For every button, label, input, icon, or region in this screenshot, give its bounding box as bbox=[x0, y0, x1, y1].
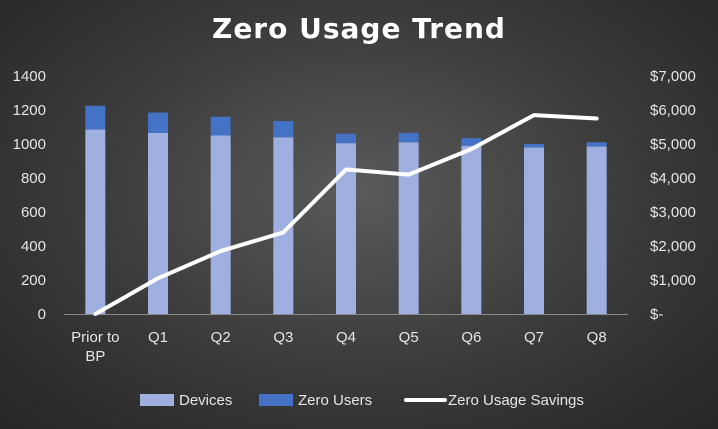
x-tick-label: BP bbox=[85, 348, 105, 365]
y-right-tick-label: $7,000 bbox=[650, 68, 696, 85]
bar-devices bbox=[586, 146, 607, 314]
y-left-tick-label: 0 bbox=[38, 306, 46, 323]
y-right-tick-label: $4,000 bbox=[650, 170, 696, 187]
legend-label-devices: Devices bbox=[179, 392, 232, 409]
y-left-tick-label: 800 bbox=[21, 170, 46, 187]
x-tick-label: Q3 bbox=[273, 329, 293, 346]
bar-zero-users bbox=[210, 116, 231, 136]
y-right-tick-label: $2,000 bbox=[650, 238, 696, 255]
x-tick-label: Q4 bbox=[336, 329, 356, 346]
legend-label-zero-usage-savings: Zero Usage Savings bbox=[448, 392, 584, 409]
y-right-tick-label: $6,000 bbox=[650, 102, 696, 119]
legend-label-zero-users: Zero Users bbox=[298, 392, 372, 409]
line-zero-usage-savings bbox=[93, 113, 599, 316]
x-tick-label: Q2 bbox=[211, 329, 231, 346]
bar-zero-users bbox=[336, 133, 356, 144]
x-tick-label: Q6 bbox=[461, 329, 481, 346]
chart-title: Zero Usage Trend bbox=[212, 12, 506, 45]
y-right-tick-label: $5,000 bbox=[650, 136, 696, 153]
bar-devices bbox=[461, 145, 482, 314]
bar-zero-users bbox=[398, 132, 419, 143]
y-left-tick-label: 600 bbox=[21, 204, 46, 221]
y-left-tick-label: 400 bbox=[21, 238, 46, 255]
bar-zero-users bbox=[524, 144, 544, 148]
y-left-tick-label: 1200 bbox=[13, 102, 46, 119]
x-tick-label: Q1 bbox=[148, 329, 168, 346]
bar-zero-users bbox=[586, 142, 607, 147]
bar-zero-users bbox=[148, 112, 168, 133]
y-left-tick-label: 200 bbox=[21, 272, 46, 289]
bar-devices bbox=[210, 135, 231, 314]
x-tick-label: Q7 bbox=[524, 329, 544, 346]
bar-devices bbox=[398, 142, 419, 314]
legend-swatch-zero-users bbox=[259, 394, 293, 406]
bar-devices bbox=[85, 129, 106, 314]
bar-devices bbox=[273, 137, 294, 314]
bar-devices bbox=[524, 147, 544, 314]
bar-zero-users bbox=[461, 138, 482, 146]
bar-devices bbox=[336, 143, 356, 314]
x-tick-label: Prior to bbox=[71, 329, 119, 346]
y-left-tick-label: 1000 bbox=[13, 136, 46, 153]
bar-devices bbox=[148, 132, 168, 314]
legend-swatch-devices bbox=[140, 394, 174, 406]
bar-zero-users bbox=[273, 121, 294, 138]
x-tick-label: Q5 bbox=[399, 329, 419, 346]
bar-zero-users bbox=[85, 105, 106, 130]
y-right-tick-label: $3,000 bbox=[650, 204, 696, 221]
y-right-tick-label: $- bbox=[650, 306, 663, 323]
x-tick-label: Q8 bbox=[587, 329, 607, 346]
y-left-tick-label: 1400 bbox=[13, 68, 46, 85]
y-right-tick-label: $1,000 bbox=[650, 272, 696, 289]
